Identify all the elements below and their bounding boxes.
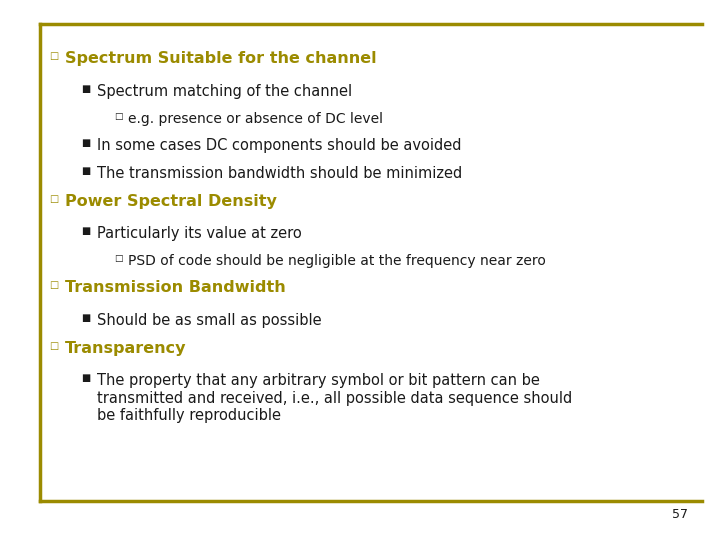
Text: ■: ■ [81,313,90,323]
Text: ■: ■ [81,138,90,148]
Text: 57: 57 [672,508,688,521]
Text: □: □ [49,194,58,204]
Text: Transmission Bandwidth: Transmission Bandwidth [65,280,286,295]
Text: □: □ [49,280,58,291]
Text: □: □ [49,51,58,62]
Text: □: □ [114,112,122,121]
Text: In some cases DC components should be avoided: In some cases DC components should be av… [97,138,462,153]
Text: ■: ■ [81,373,90,383]
Text: ■: ■ [81,166,90,176]
Text: The property that any arbitrary symbol or bit pattern can be
transmitted and rec: The property that any arbitrary symbol o… [97,373,572,423]
Text: Spectrum matching of the channel: Spectrum matching of the channel [97,84,352,99]
Text: The transmission bandwidth should be minimized: The transmission bandwidth should be min… [97,166,462,181]
Text: PSD of code should be negligible at the frequency near zero: PSD of code should be negligible at the … [128,254,546,268]
Text: Should be as small as possible: Should be as small as possible [97,313,322,328]
Text: ■: ■ [81,226,90,237]
Text: □: □ [49,341,58,351]
Text: □: □ [114,254,122,264]
Text: Transparency: Transparency [65,341,186,356]
Text: Power Spectral Density: Power Spectral Density [65,194,276,209]
Text: e.g. presence or absence of DC level: e.g. presence or absence of DC level [128,112,383,126]
Text: Spectrum Suitable for the channel: Spectrum Suitable for the channel [65,51,377,66]
Text: Particularly its value at zero: Particularly its value at zero [97,226,302,241]
Text: ■: ■ [81,84,90,94]
